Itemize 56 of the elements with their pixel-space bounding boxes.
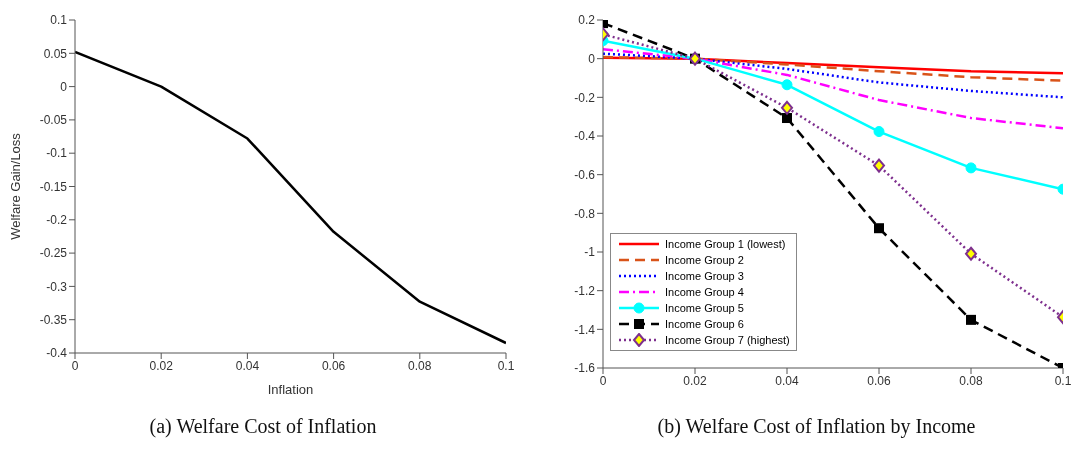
x-tick-label: 0.08: [959, 373, 983, 388]
legend-label: Income Group 6: [665, 318, 744, 330]
x-axis-title: Inflation: [267, 382, 314, 397]
point: [873, 158, 885, 173]
y-tick-label: 0.2: [578, 13, 596, 28]
legend-label: Income Group 2: [665, 254, 744, 266]
x-tick-label: 0.06: [867, 373, 891, 388]
y-tick-label: -0.25: [39, 246, 68, 261]
legend-label: Income Group 1 (lowest): [665, 238, 786, 250]
x-tick-label: 0.02: [149, 358, 174, 373]
y-tick-label: 0: [588, 51, 596, 66]
point: [965, 162, 977, 174]
x-tick-label: 0.08: [408, 358, 432, 373]
point: [966, 314, 976, 325]
x-tick-label: 0.06: [321, 358, 346, 373]
legend-label: Income Group 5: [665, 302, 744, 314]
y-tick-label: -1.6: [574, 361, 596, 376]
line-series: [603, 52, 1063, 99]
point: [965, 246, 977, 261]
legend-label: Income Group 4: [665, 286, 744, 298]
legend-label: Income Group 3: [665, 270, 744, 282]
y-tick-label: 0: [60, 79, 68, 94]
point: [873, 126, 885, 138]
line-series: [603, 47, 1063, 130]
y-tick-label: -0.6: [574, 167, 596, 182]
x-tick-label: 0: [599, 373, 607, 388]
line-series: [75, 50, 506, 345]
point: [781, 79, 793, 91]
y-tick-label: -1.4: [574, 322, 596, 337]
y-tick-label: -0.35: [39, 312, 68, 327]
y-tick-label: 0.05: [43, 46, 68, 61]
y-tick-label: -1: [584, 245, 596, 260]
y-tick-label: -0.4: [46, 346, 68, 361]
y-tick-label: -0.8: [574, 206, 596, 221]
x-tick-label: 0.1: [497, 358, 515, 373]
text: (a) Welfare Cost of Inflation: [149, 415, 377, 438]
x-tick-label: 0.04: [775, 373, 799, 388]
x-tick-label: 0.1: [1054, 373, 1072, 388]
text: (b) Welfare Cost of Inflation by Income: [657, 415, 976, 438]
y-tick-label: -0.2: [574, 90, 596, 105]
y-tick-label: -0.15: [39, 179, 68, 194]
x-tick-label: 0.02: [683, 373, 707, 388]
y-tick-label: 0.1: [50, 13, 68, 28]
y-tick-label: -0.05: [39, 113, 68, 128]
y-axis-title: Welfare Gain/Loss: [7, 132, 23, 240]
point: [782, 113, 792, 124]
y-tick-label: -0.2: [46, 213, 68, 228]
y-tick-label: -1.2: [574, 283, 596, 298]
legend-label: Income Group 7 (highest): [665, 334, 790, 346]
x-tick-label: 0.04: [235, 358, 260, 373]
x-tick-label: 0: [71, 358, 79, 373]
point: [874, 223, 884, 234]
y-tick-label: -0.4: [574, 129, 596, 144]
y-tick-label: -0.3: [46, 279, 68, 294]
point: [781, 100, 793, 115]
y-tick-label: -0.1: [46, 146, 68, 161]
